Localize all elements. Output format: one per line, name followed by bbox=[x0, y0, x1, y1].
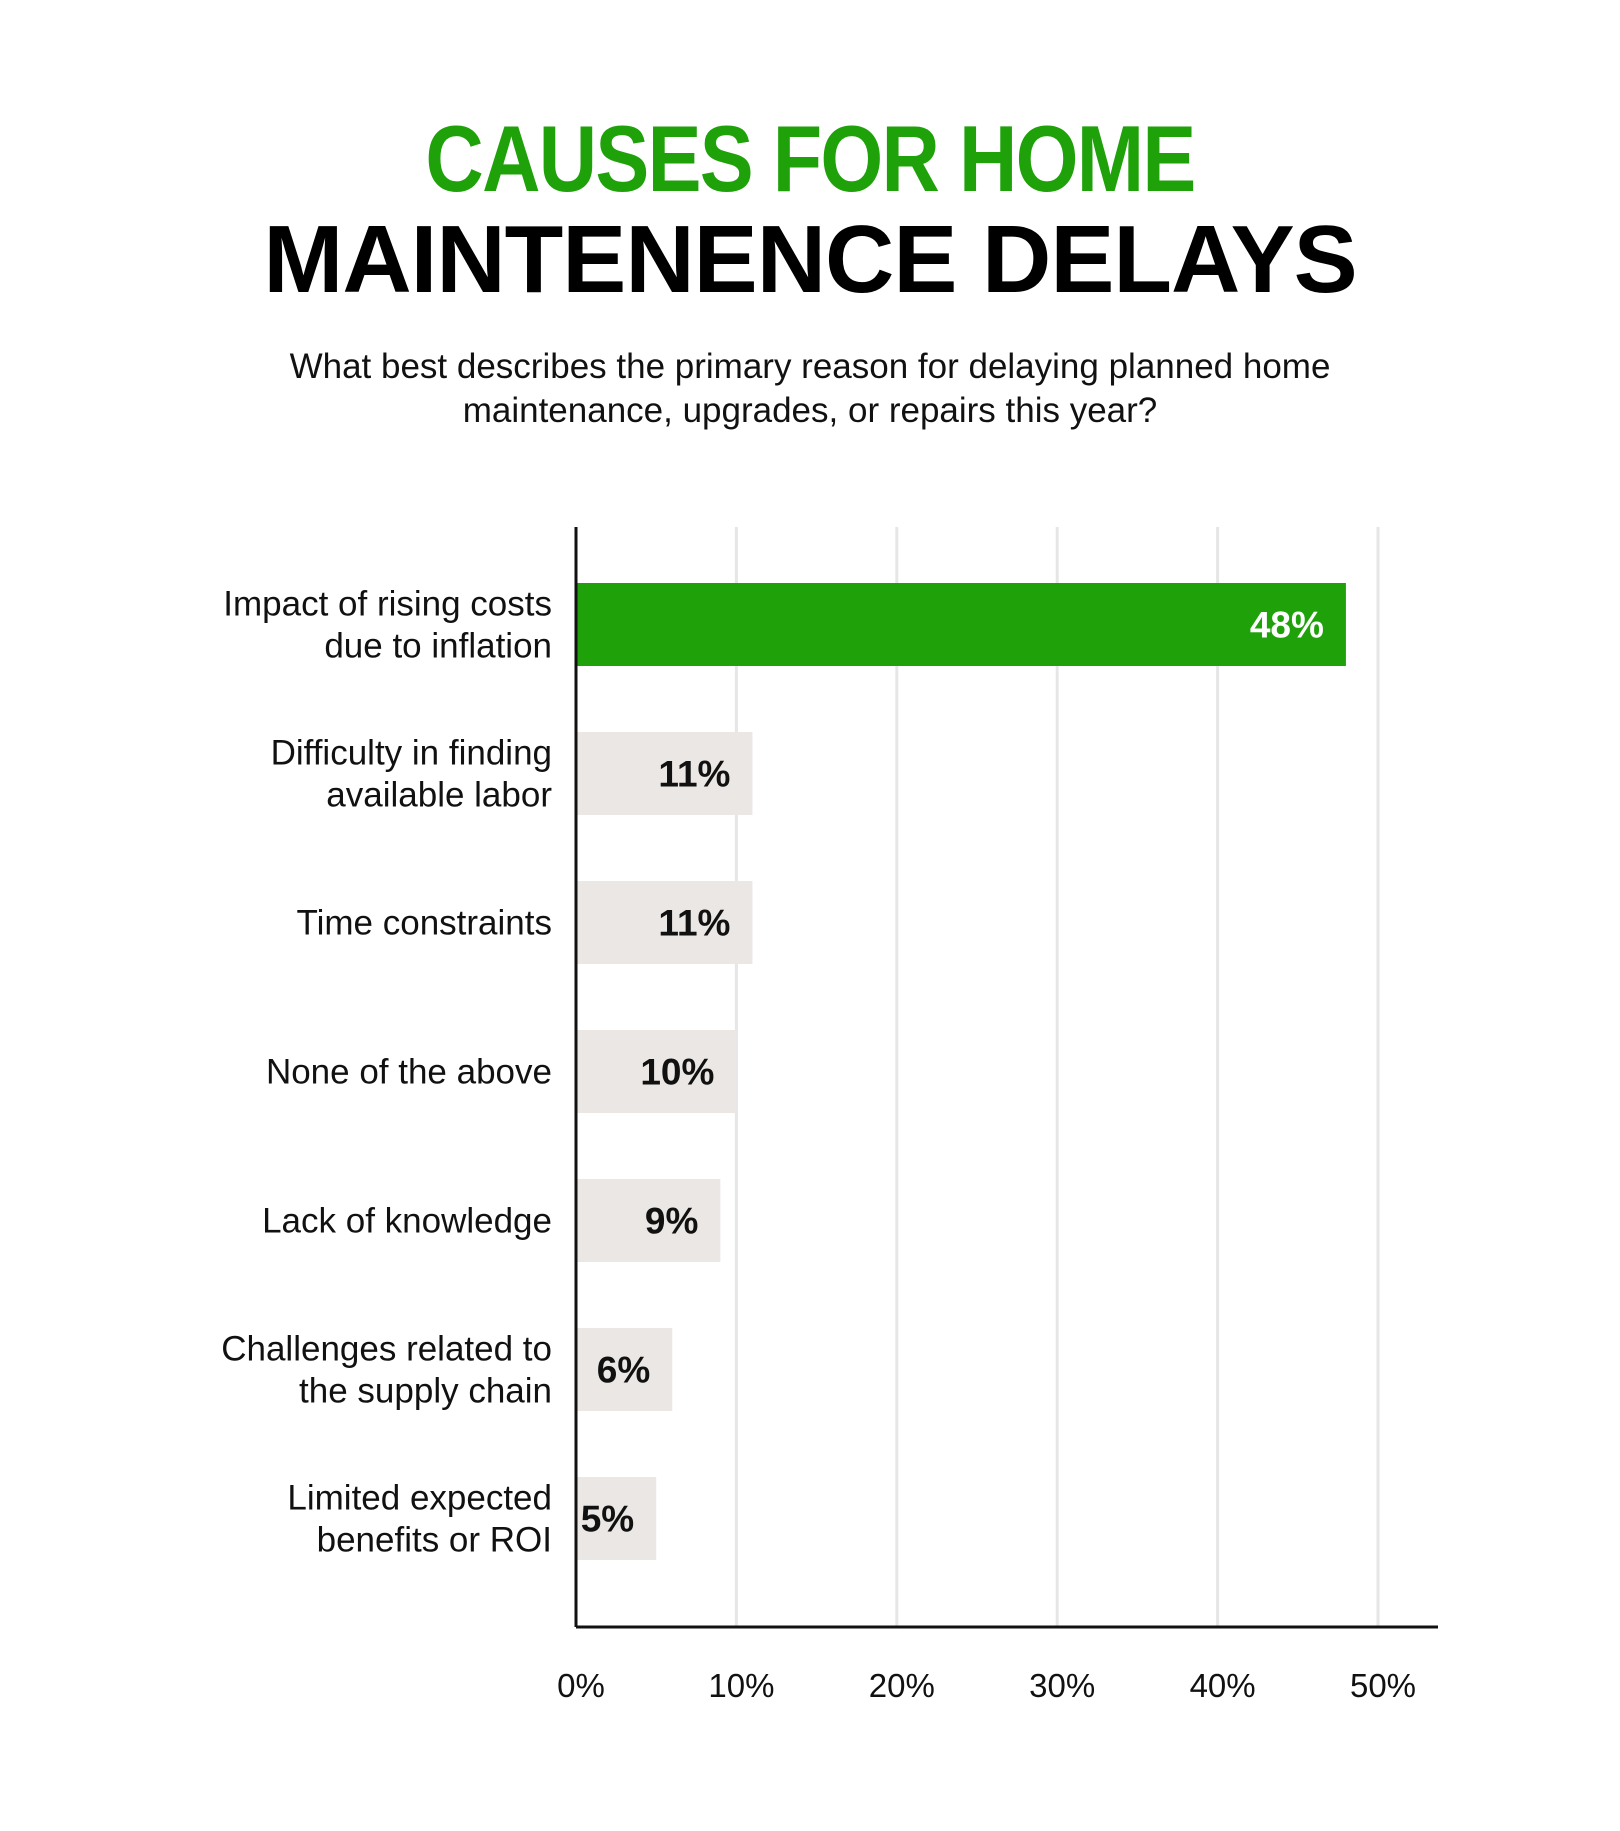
category-labels: Impact of rising costs due to inflation Di… bbox=[221, 585, 552, 1560]
bar-1 bbox=[576, 732, 753, 815]
gridlines bbox=[734, 527, 1380, 1627]
bar-3 bbox=[576, 1030, 737, 1113]
category-label: Difficulty in finding available labor bbox=[271, 734, 553, 815]
chart-title-line2: MAINTENENCE DELAYS bbox=[263, 206, 1357, 313]
value-label: 6% bbox=[597, 1350, 650, 1391]
category-label-line: Difficulty in finding bbox=[271, 734, 552, 773]
subtitle-line2: maintenance, upgrades, or repairs this y… bbox=[462, 391, 1158, 430]
category-label: Time constraints bbox=[297, 904, 552, 943]
bar-0 bbox=[576, 583, 1346, 666]
category-label: Lack of knowledge bbox=[262, 1202, 552, 1241]
category-label-line: due to inflation bbox=[324, 627, 552, 666]
category-label-line: Challenges related to bbox=[221, 1330, 552, 1369]
category-label-line: benefits or ROI bbox=[317, 1521, 552, 1560]
category-label-line: Time constraints bbox=[297, 904, 552, 943]
value-label: 48% bbox=[1250, 605, 1324, 646]
chart-title-line1: CAUSES FOR HOME bbox=[425, 106, 1196, 211]
chart-subtitle: What best describes the primary reason f… bbox=[0, 345, 1620, 433]
category-label: Impact of rising costs due to inflation bbox=[223, 585, 552, 666]
category-label-line: available labor bbox=[326, 776, 552, 815]
category-label: Challenges related to the supply chain bbox=[221, 1330, 552, 1411]
x-tick-label: 10% bbox=[708, 1667, 774, 1704]
value-label: 5% bbox=[581, 1499, 634, 1540]
x-tick-label: 50% bbox=[1350, 1667, 1416, 1704]
category-label-line: None of the above bbox=[266, 1053, 552, 1092]
value-label: 10% bbox=[640, 1052, 714, 1093]
value-label: 9% bbox=[645, 1201, 698, 1242]
category-label-line: Lack of knowledge bbox=[262, 1202, 552, 1241]
x-tick-label: 0% bbox=[557, 1667, 605, 1704]
bar-5 bbox=[576, 1328, 673, 1411]
x-tick-label: 40% bbox=[1190, 1667, 1256, 1704]
category-label-line: Limited expected bbox=[287, 1479, 552, 1518]
bars: 48% 11% 11% 10% 9% 6% 5% bbox=[576, 583, 1346, 1560]
bar-6 bbox=[576, 1477, 657, 1560]
subtitle-line1: What best describes the primary reason f… bbox=[289, 347, 1331, 386]
bar-4 bbox=[576, 1179, 721, 1262]
category-label-line: Impact of rising costs bbox=[223, 585, 552, 624]
bar-2 bbox=[576, 881, 753, 964]
category-label-line: the supply chain bbox=[299, 1372, 552, 1411]
axes bbox=[574, 527, 1438, 1629]
value-label: 11% bbox=[658, 754, 730, 795]
x-tick-label: 30% bbox=[1029, 1667, 1095, 1704]
x-tick-label: 20% bbox=[869, 1667, 935, 1704]
category-label: None of the above bbox=[266, 1053, 552, 1092]
category-label: Limited expected benefits or ROI bbox=[287, 1479, 552, 1560]
x-tick-labels: 0% 10% 20% 30% 40% 50% bbox=[557, 1667, 1416, 1704]
value-label: 11% bbox=[658, 903, 730, 944]
